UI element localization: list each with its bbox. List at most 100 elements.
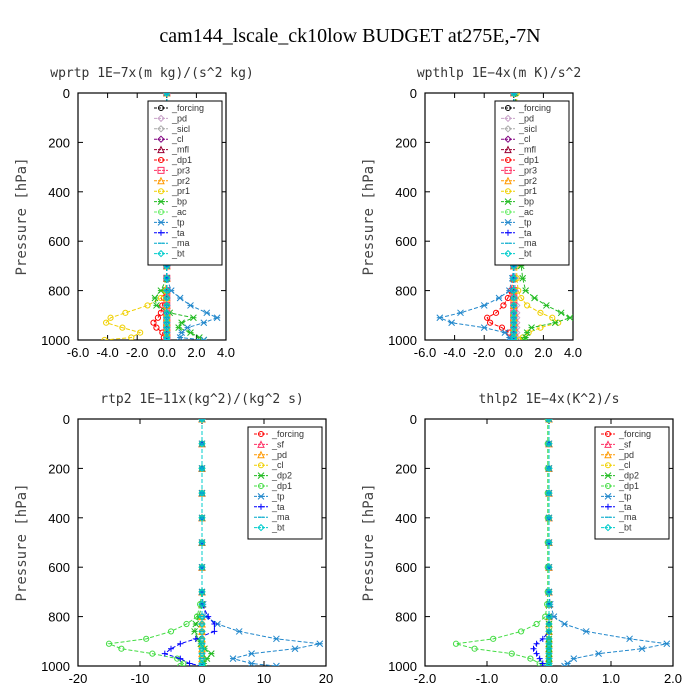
legend-label: _ta <box>171 228 185 238</box>
y-tick-label: 800 <box>48 284 70 299</box>
x-tick-label: 0.0 <box>540 671 558 686</box>
legend-label: _bt <box>518 249 532 259</box>
legend-marker <box>504 219 512 226</box>
legend-label: _pr1 <box>171 186 190 196</box>
legend-marker <box>157 114 165 123</box>
data-point <box>537 324 544 331</box>
data-point <box>545 659 553 666</box>
data-point <box>316 640 324 648</box>
legend-label: _pr2 <box>518 176 537 186</box>
x-tick-label: 0.0 <box>505 345 523 360</box>
legend-label: _tp <box>171 217 185 227</box>
legend-marker <box>158 157 164 163</box>
data-point <box>187 302 194 309</box>
legend-marker <box>605 483 611 489</box>
legend-marker <box>257 523 265 532</box>
legend-marker <box>257 493 265 500</box>
y-axis-label: Pressure [hPa] <box>14 483 30 601</box>
legend-label: _sicl <box>171 124 190 134</box>
data-point <box>545 645 553 653</box>
x-tick-label: 10 <box>257 671 271 686</box>
legend-label: _dp1 <box>518 155 539 165</box>
data-point <box>163 314 171 322</box>
data-point <box>198 439 206 448</box>
panel-title: thlp2 1E−4x(K^2)/s <box>479 392 620 407</box>
data-point <box>198 464 206 473</box>
data-point <box>198 620 206 628</box>
data-point <box>176 294 184 302</box>
data-point <box>291 645 299 653</box>
legend-label: _bp <box>518 197 534 207</box>
x-tick-label: -2.0 <box>473 345 495 360</box>
data-point <box>545 649 553 658</box>
data-point <box>177 662 184 666</box>
data-point <box>457 309 464 317</box>
data-point <box>545 514 553 522</box>
legend-marker <box>157 125 165 133</box>
x-tick-label: -4.0 <box>96 345 118 360</box>
data-point <box>545 612 553 621</box>
data-point <box>480 324 488 332</box>
data-point <box>484 314 491 321</box>
data-point <box>638 645 646 653</box>
y-tick-label: 400 <box>48 511 70 526</box>
data-point <box>205 613 212 620</box>
legend-marker <box>505 229 511 236</box>
data-point <box>176 334 184 340</box>
data-point <box>167 628 175 635</box>
legend-marker <box>504 166 512 174</box>
data-point <box>163 333 171 340</box>
data-point <box>273 635 280 643</box>
data-point <box>545 588 553 596</box>
legend-marker <box>258 462 264 469</box>
data-point <box>198 600 206 608</box>
data-point <box>533 620 540 628</box>
legend-marker <box>258 431 264 437</box>
legend: _forcing_sf_pd_cl_dp2_dp1_tp_ta_ma_bt <box>594 426 670 540</box>
legend-label: _dp1 <box>618 481 639 491</box>
data-point <box>198 635 206 643</box>
data-point <box>545 600 553 608</box>
data-point <box>163 301 171 310</box>
data-point <box>198 563 206 571</box>
data-point <box>163 319 171 327</box>
x-tick-label: -2.0 <box>414 671 436 686</box>
data-point <box>198 588 206 596</box>
data-point <box>105 640 113 647</box>
legend-label: _dp2 <box>271 471 292 481</box>
legend-label: _ta <box>518 228 532 238</box>
data-point <box>557 309 565 317</box>
data-point <box>137 329 144 336</box>
data-point <box>128 334 135 340</box>
data-point <box>626 635 633 643</box>
legend-label: _bt <box>271 523 285 533</box>
y-axis-label: Pressure [hPa] <box>14 157 30 275</box>
data-point <box>150 319 157 326</box>
data-point <box>510 286 518 295</box>
data-point <box>533 640 540 647</box>
data-point <box>527 655 534 662</box>
x-tick-label: -2.0 <box>126 345 148 360</box>
data-point <box>211 628 218 635</box>
legend-label: _cl <box>271 460 284 470</box>
data-point <box>566 314 573 322</box>
data-point <box>531 294 538 302</box>
y-tick-label: 800 <box>48 610 70 625</box>
legend-label: _ta <box>618 502 632 512</box>
panel-title: wpthlp 1E−4x(m K)/s^2 <box>417 66 581 81</box>
data-point <box>211 621 218 628</box>
legend-label: _pd <box>518 113 534 123</box>
data-point <box>190 314 197 322</box>
legend-marker <box>257 450 265 459</box>
data-point <box>229 655 237 662</box>
data-point <box>495 294 503 302</box>
data-point <box>213 314 221 322</box>
panel-title: rtp2 1E−11x(kg^2)/(kg^2 s) <box>100 392 304 407</box>
x-tick-label: -1.0 <box>476 671 498 686</box>
data-point <box>480 302 488 309</box>
data-point <box>520 336 528 340</box>
data-point <box>198 654 206 663</box>
data-point <box>163 309 171 317</box>
data-point <box>198 659 206 666</box>
